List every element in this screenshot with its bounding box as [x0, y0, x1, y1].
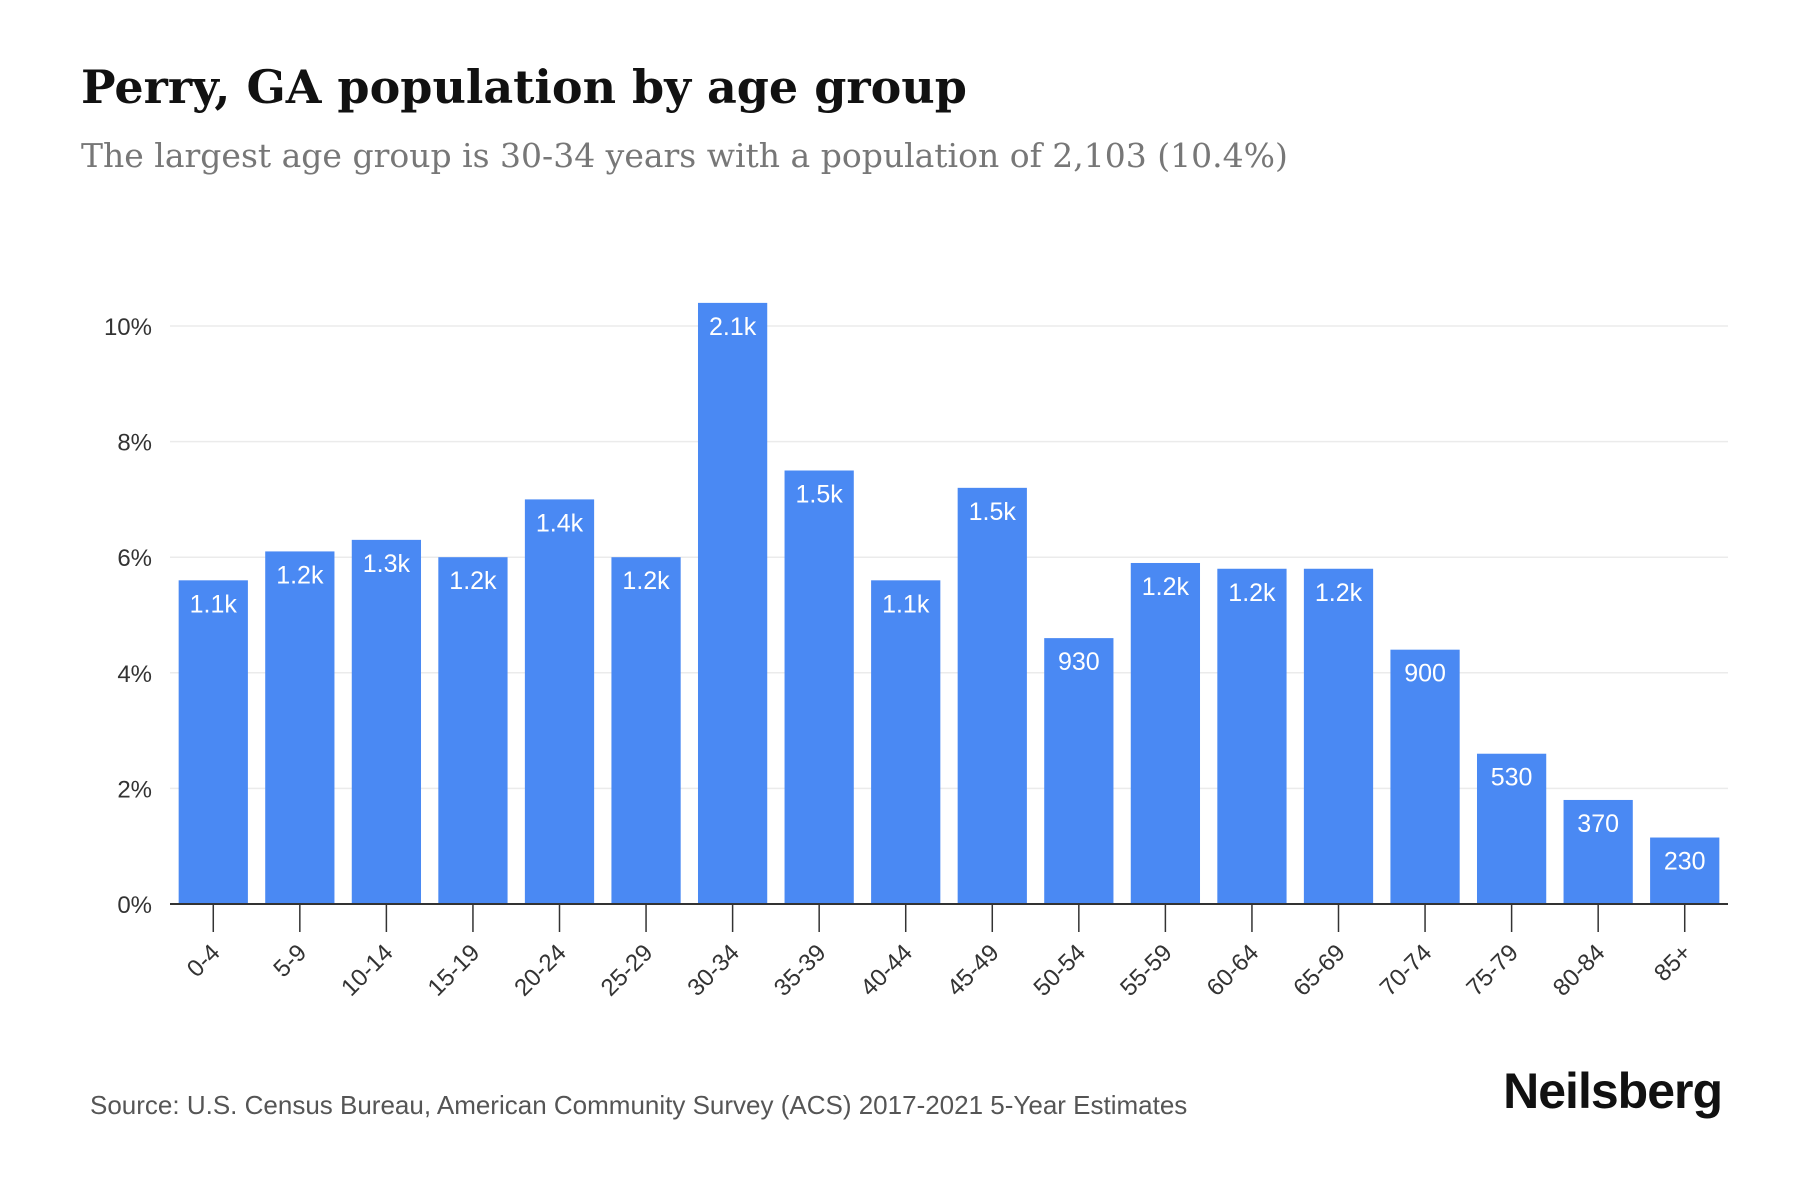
bar-label-65-69: 1.2k	[1315, 579, 1363, 607]
bar-40-44	[871, 580, 941, 904]
bar-55-59	[1130, 562, 1201, 904]
x-tick-label-15-19: 15-19	[423, 939, 486, 1002]
bar-70-74	[1390, 649, 1460, 904]
x-tick-label-45-49: 45-49	[942, 939, 1005, 1002]
bar-label-85+: 230	[1664, 848, 1706, 876]
y-tick-label: 2%	[117, 776, 152, 803]
y-tick-label: 6%	[117, 545, 152, 572]
bar-label-35-39: 1.5k	[796, 481, 844, 509]
y-tick-label: 10%	[104, 314, 152, 341]
source-note: Source: U.S. Census Bureau, American Com…	[90, 1090, 1188, 1120]
bar-label-60-64: 1.2k	[1228, 579, 1276, 607]
bar-25-29	[611, 557, 681, 904]
bar-5-9	[265, 551, 335, 904]
bar-label-5-9: 1.2k	[276, 561, 324, 589]
bar-15-19	[438, 557, 508, 904]
bar-label-25-29: 1.2k	[622, 567, 670, 595]
bar-50-54	[1044, 638, 1114, 904]
brand-logo: Neilsberg	[1503, 1063, 1723, 1119]
x-tick-label-5-9: 5-9	[268, 939, 312, 983]
x-tick-label-20-24: 20-24	[509, 939, 572, 1002]
bar-label-20-24: 1.4k	[536, 509, 584, 537]
x-tick-label-25-29: 25-29	[596, 939, 659, 1002]
bar-45-49	[957, 487, 1027, 904]
bar-label-55-59: 1.2k	[1142, 573, 1190, 601]
bar-65-69	[1303, 568, 1374, 904]
bar-label-50-54: 930	[1058, 648, 1100, 676]
bar-label-40-44: 1.1k	[882, 590, 930, 618]
x-tick-label-70-74: 70-74	[1375, 939, 1438, 1002]
bars	[178, 302, 1720, 904]
bar-labels: 1.1k 1.2k 1.3k 1.2k 1.4k 1.2k 2.1k 1.5k 1.1k 1.5k…	[190, 313, 1706, 876]
x-tick-label-35-39: 35-39	[769, 939, 832, 1002]
y-tick-label: 0%	[117, 892, 152, 919]
x-tick-label-60-64: 60-64	[1202, 939, 1265, 1002]
x-tick-label-65-69: 65-69	[1288, 939, 1351, 1002]
bar-label-80-84: 370	[1577, 810, 1619, 838]
bar-60-64	[1217, 568, 1287, 904]
x-axis-ticks: 0-4 5-9 10-14 15-19 20-24 25-29 30-34 35-39 40-4…	[182, 904, 1697, 1002]
x-tick-label-80-84: 80-84	[1548, 939, 1611, 1002]
bar-20-24	[524, 499, 595, 904]
chart-title: Perry, GA population by age group	[81, 60, 967, 114]
x-tick-label-85+: 85+	[1649, 939, 1697, 987]
bar-0-4	[178, 580, 248, 904]
y-tick-label: 4%	[117, 661, 152, 688]
gridlines	[170, 325, 1728, 790]
bar-label-10-14: 1.3k	[363, 550, 411, 578]
bar-35-39	[784, 470, 854, 904]
x-tick-label-40-44: 40-44	[855, 939, 918, 1002]
x-tick-label-0-4: 0-4	[182, 939, 226, 983]
x-tick-label-75-79: 75-79	[1461, 939, 1524, 1002]
bar-label-15-19: 1.2k	[449, 567, 497, 595]
bar-label-75-79: 530	[1491, 764, 1533, 792]
x-tick-label-30-34: 30-34	[682, 939, 745, 1002]
bar-label-70-74: 900	[1404, 660, 1446, 688]
bar-10-14	[351, 539, 422, 904]
bar-chart: 0% 2% 4% 6% 8% 10% 1.1k 1.2k 1.3k 1.2k 1.4k 1.2k 2.…	[104, 302, 1728, 1002]
chart-subtitle: The largest age group is 30-34 years wit…	[81, 136, 1288, 175]
bar-30-34	[697, 302, 768, 904]
x-tick-label-50-54: 50-54	[1029, 939, 1092, 1002]
bar-label-45-49: 1.5k	[969, 498, 1017, 526]
bar-85+	[1650, 837, 1720, 904]
y-tick-label: 8%	[117, 430, 152, 457]
y-axis-ticks: 0% 2% 4% 6% 8% 10%	[104, 314, 152, 919]
x-tick-label-10-14: 10-14	[336, 939, 399, 1002]
bar-label-0-4: 1.1k	[190, 590, 238, 618]
bar-80-84	[1563, 799, 1633, 904]
x-tick-label-55-59: 55-59	[1115, 939, 1178, 1002]
bar-75-79	[1476, 753, 1547, 904]
bar-label-30-34: 2.1k	[709, 313, 757, 341]
